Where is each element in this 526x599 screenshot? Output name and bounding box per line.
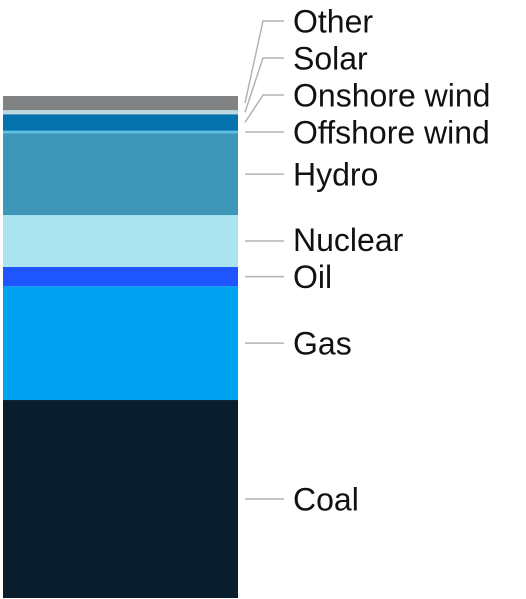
bar-segment-onshore-wind xyxy=(3,114,238,131)
label-onshore-wind: Onshore wind xyxy=(293,77,490,113)
bar-segment-oil xyxy=(3,266,238,287)
bar-segment-coal xyxy=(3,400,238,598)
label-coal: Coal xyxy=(293,482,359,518)
label-solar: Solar xyxy=(293,40,368,76)
leader-line-other xyxy=(244,20,284,104)
label-nuclear: Nuclear xyxy=(293,222,404,258)
leader-line-onshore-wind xyxy=(244,94,284,123)
bar-segment-nuclear xyxy=(3,215,238,267)
bar-segment-solar xyxy=(3,110,238,115)
label-gas: Gas xyxy=(293,326,352,362)
label-oil: Oil xyxy=(293,259,332,295)
bar-segment-offshore-wind xyxy=(3,130,238,134)
label-hydro: Hydro xyxy=(293,157,378,193)
bar-segment-hydro xyxy=(3,133,238,216)
label-leaders xyxy=(244,20,284,500)
bar-segment-other xyxy=(3,96,238,111)
leader-line-solar xyxy=(244,57,284,113)
bar-segments xyxy=(3,96,238,598)
bar-segment-gas xyxy=(3,286,238,401)
label-other: Other xyxy=(293,3,373,39)
label-offshore-wind: Offshore wind xyxy=(293,114,490,150)
